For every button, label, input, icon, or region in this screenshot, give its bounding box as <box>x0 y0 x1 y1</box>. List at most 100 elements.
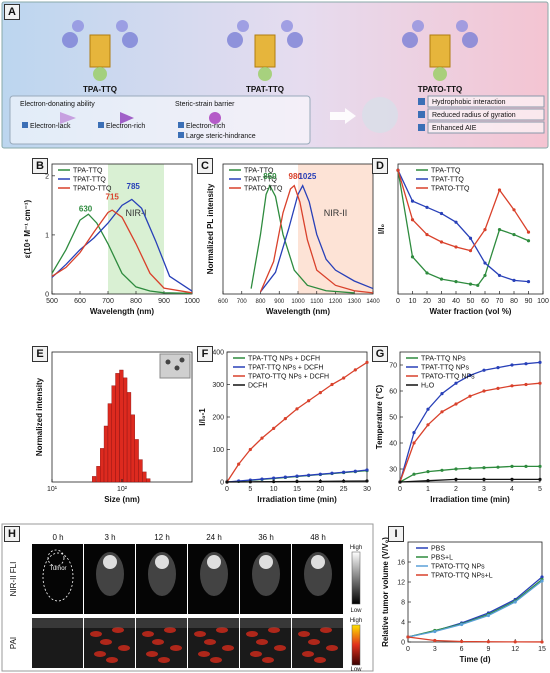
skin-layer <box>84 618 135 628</box>
panel-label-e: E <box>32 346 48 362</box>
pa-signal <box>246 631 258 637</box>
y-axis-label: ε(10⁴ M⁻¹ cm⁻¹) <box>23 199 32 258</box>
histogram-bar <box>134 439 139 483</box>
legend-label-tpa-ttq-nps: TPA-TTQ NPs <box>421 356 466 363</box>
x-tick-label: 9 <box>486 646 490 653</box>
fli-colorbar <box>351 551 361 605</box>
x-tick-label: 5 <box>538 486 542 493</box>
nir-ii-fli-image <box>32 544 83 614</box>
data-point-tpa-ttq-nps <box>454 467 458 471</box>
pa-signal <box>164 627 176 633</box>
y-tick-label: 400 <box>212 350 224 357</box>
donor-group-icon <box>122 32 138 48</box>
series-line-tpato-ttq-nps <box>407 580 543 638</box>
histogram-bar <box>138 459 143 483</box>
pa-signal <box>194 631 206 637</box>
thiophene-icon <box>258 67 272 81</box>
data-point-tpato-ttq <box>468 249 473 253</box>
x-tick-label: 30 <box>363 486 371 493</box>
series-line-tpa-ttq <box>51 213 193 295</box>
time-label: 0 h <box>52 533 63 542</box>
data-point-tpat-ttq-nps <box>426 407 430 411</box>
y-tick-label: 300 <box>212 382 224 389</box>
thiophene-icon <box>433 67 447 81</box>
data-point-tpato-ttq-nps <box>482 389 486 393</box>
effect-title-steric: Steric-strain barrier <box>175 101 235 108</box>
data-point-tpato-ttq-nps <box>496 386 500 390</box>
data-point-tpat-ttq-nps <box>468 373 472 377</box>
data-point-tpato-ttq-nps-l <box>486 640 490 644</box>
phenyl-icon <box>412 20 424 32</box>
phenyl-icon <box>237 20 249 32</box>
skin-layer <box>292 618 343 628</box>
pa-signal <box>326 645 338 651</box>
donor-group-icon <box>462 32 478 48</box>
check-icon <box>418 98 425 105</box>
data-point-tpat-ttq-nps-dcfh <box>365 468 369 472</box>
x-axis-label: Size (nm) <box>104 495 140 504</box>
data-point-tpat-ttq-nps <box>496 366 500 370</box>
data-point-tpato-ttq <box>410 218 415 222</box>
data-point-tpat-ttq-nps <box>482 368 486 372</box>
legend-label-dcfh: DCFH <box>248 383 267 390</box>
pa-signal <box>250 651 262 657</box>
data-point-tpa-ttq <box>439 277 444 281</box>
data-point-tpato-ttq-nps-dcfh <box>283 417 287 421</box>
data-point-tpato-ttq-nps-dcfh <box>318 391 322 395</box>
y-tick-label: 0 <box>401 640 405 647</box>
data-point-tpato-ttq-nps-dcfh <box>272 426 276 430</box>
x-tick-label: 0 <box>396 298 400 305</box>
data-point-tpa-ttq-nps <box>538 464 542 468</box>
histogram-bar <box>126 392 132 483</box>
series-line-tpat-ttq <box>397 169 529 283</box>
x-tick-label: 60 <box>481 298 489 305</box>
nanoparticle-icon <box>174 365 180 371</box>
series-line-h-o <box>399 478 540 483</box>
tumor-signal-spot <box>103 555 117 569</box>
check-icon <box>98 122 104 128</box>
pa-signal <box>314 657 326 663</box>
thiophene-icon <box>93 67 107 81</box>
molecule-core-icon <box>89 34 111 68</box>
nanoparticle-icon <box>165 359 171 365</box>
skin-layer <box>136 618 187 628</box>
pa-signal <box>142 631 154 637</box>
x-axis-label: Wavelength (nm) <box>266 307 330 316</box>
x-tick-label: 15 <box>293 486 301 493</box>
tumor-label: Tumor <box>49 566 66 572</box>
colorbar-high-label: High <box>350 545 362 551</box>
data-point-dcfh <box>295 479 299 484</box>
pa-signal <box>268 627 280 633</box>
data-point-tpa-ttq <box>526 239 531 243</box>
y-axis-label: Temperature (°C) <box>375 384 384 449</box>
check-label: Electron-rich <box>186 123 225 130</box>
legend-label-tpato-ttq: TPATO-TTQ <box>73 186 112 193</box>
x-tick-label: 1200 <box>329 299 343 305</box>
y-tick-label: 12 <box>397 580 405 587</box>
histogram-bar <box>142 471 147 483</box>
data-point-h-o <box>538 477 542 481</box>
data-point-tpa-ttq <box>468 282 473 286</box>
data-point-tpat-ttq-nps-dcfh <box>272 476 276 480</box>
check-label: Electron-lack <box>30 123 71 130</box>
tumor-signal-spot <box>311 555 325 569</box>
data-point-tpa-ttq <box>425 271 429 275</box>
data-point-tpat-ttq <box>439 211 444 216</box>
y-axis-label: I/I₀ <box>377 223 386 234</box>
pa-signal <box>198 651 210 657</box>
data-point-tpato-ttq-nps <box>426 423 430 427</box>
mouse-silhouette <box>304 552 332 596</box>
data-point-tpat-ttq-nps <box>440 392 444 396</box>
histogram-bar <box>103 425 109 483</box>
x-tick-label: 0 <box>225 486 229 493</box>
panel-i-tumor-chart: 0 3 6 9 12 15 0 4 8 12 16 Time (d) Relative tumor vo… <box>381 537 546 664</box>
data-point-tpat-ttq <box>425 205 429 209</box>
colorbar-low-label: Low <box>350 608 362 614</box>
data-point-dcfh <box>365 479 369 483</box>
x-tick-label: 900 <box>158 298 170 305</box>
x-tick-label: 600 <box>74 298 86 305</box>
result-label: Hydrophobic interaction <box>432 99 506 106</box>
pa-signal <box>94 651 106 657</box>
donor-group-icon <box>62 32 78 48</box>
legend-label-tpato-ttq-nps-dcfh: TPATO-TTQ NPs + DCFH <box>248 374 329 381</box>
